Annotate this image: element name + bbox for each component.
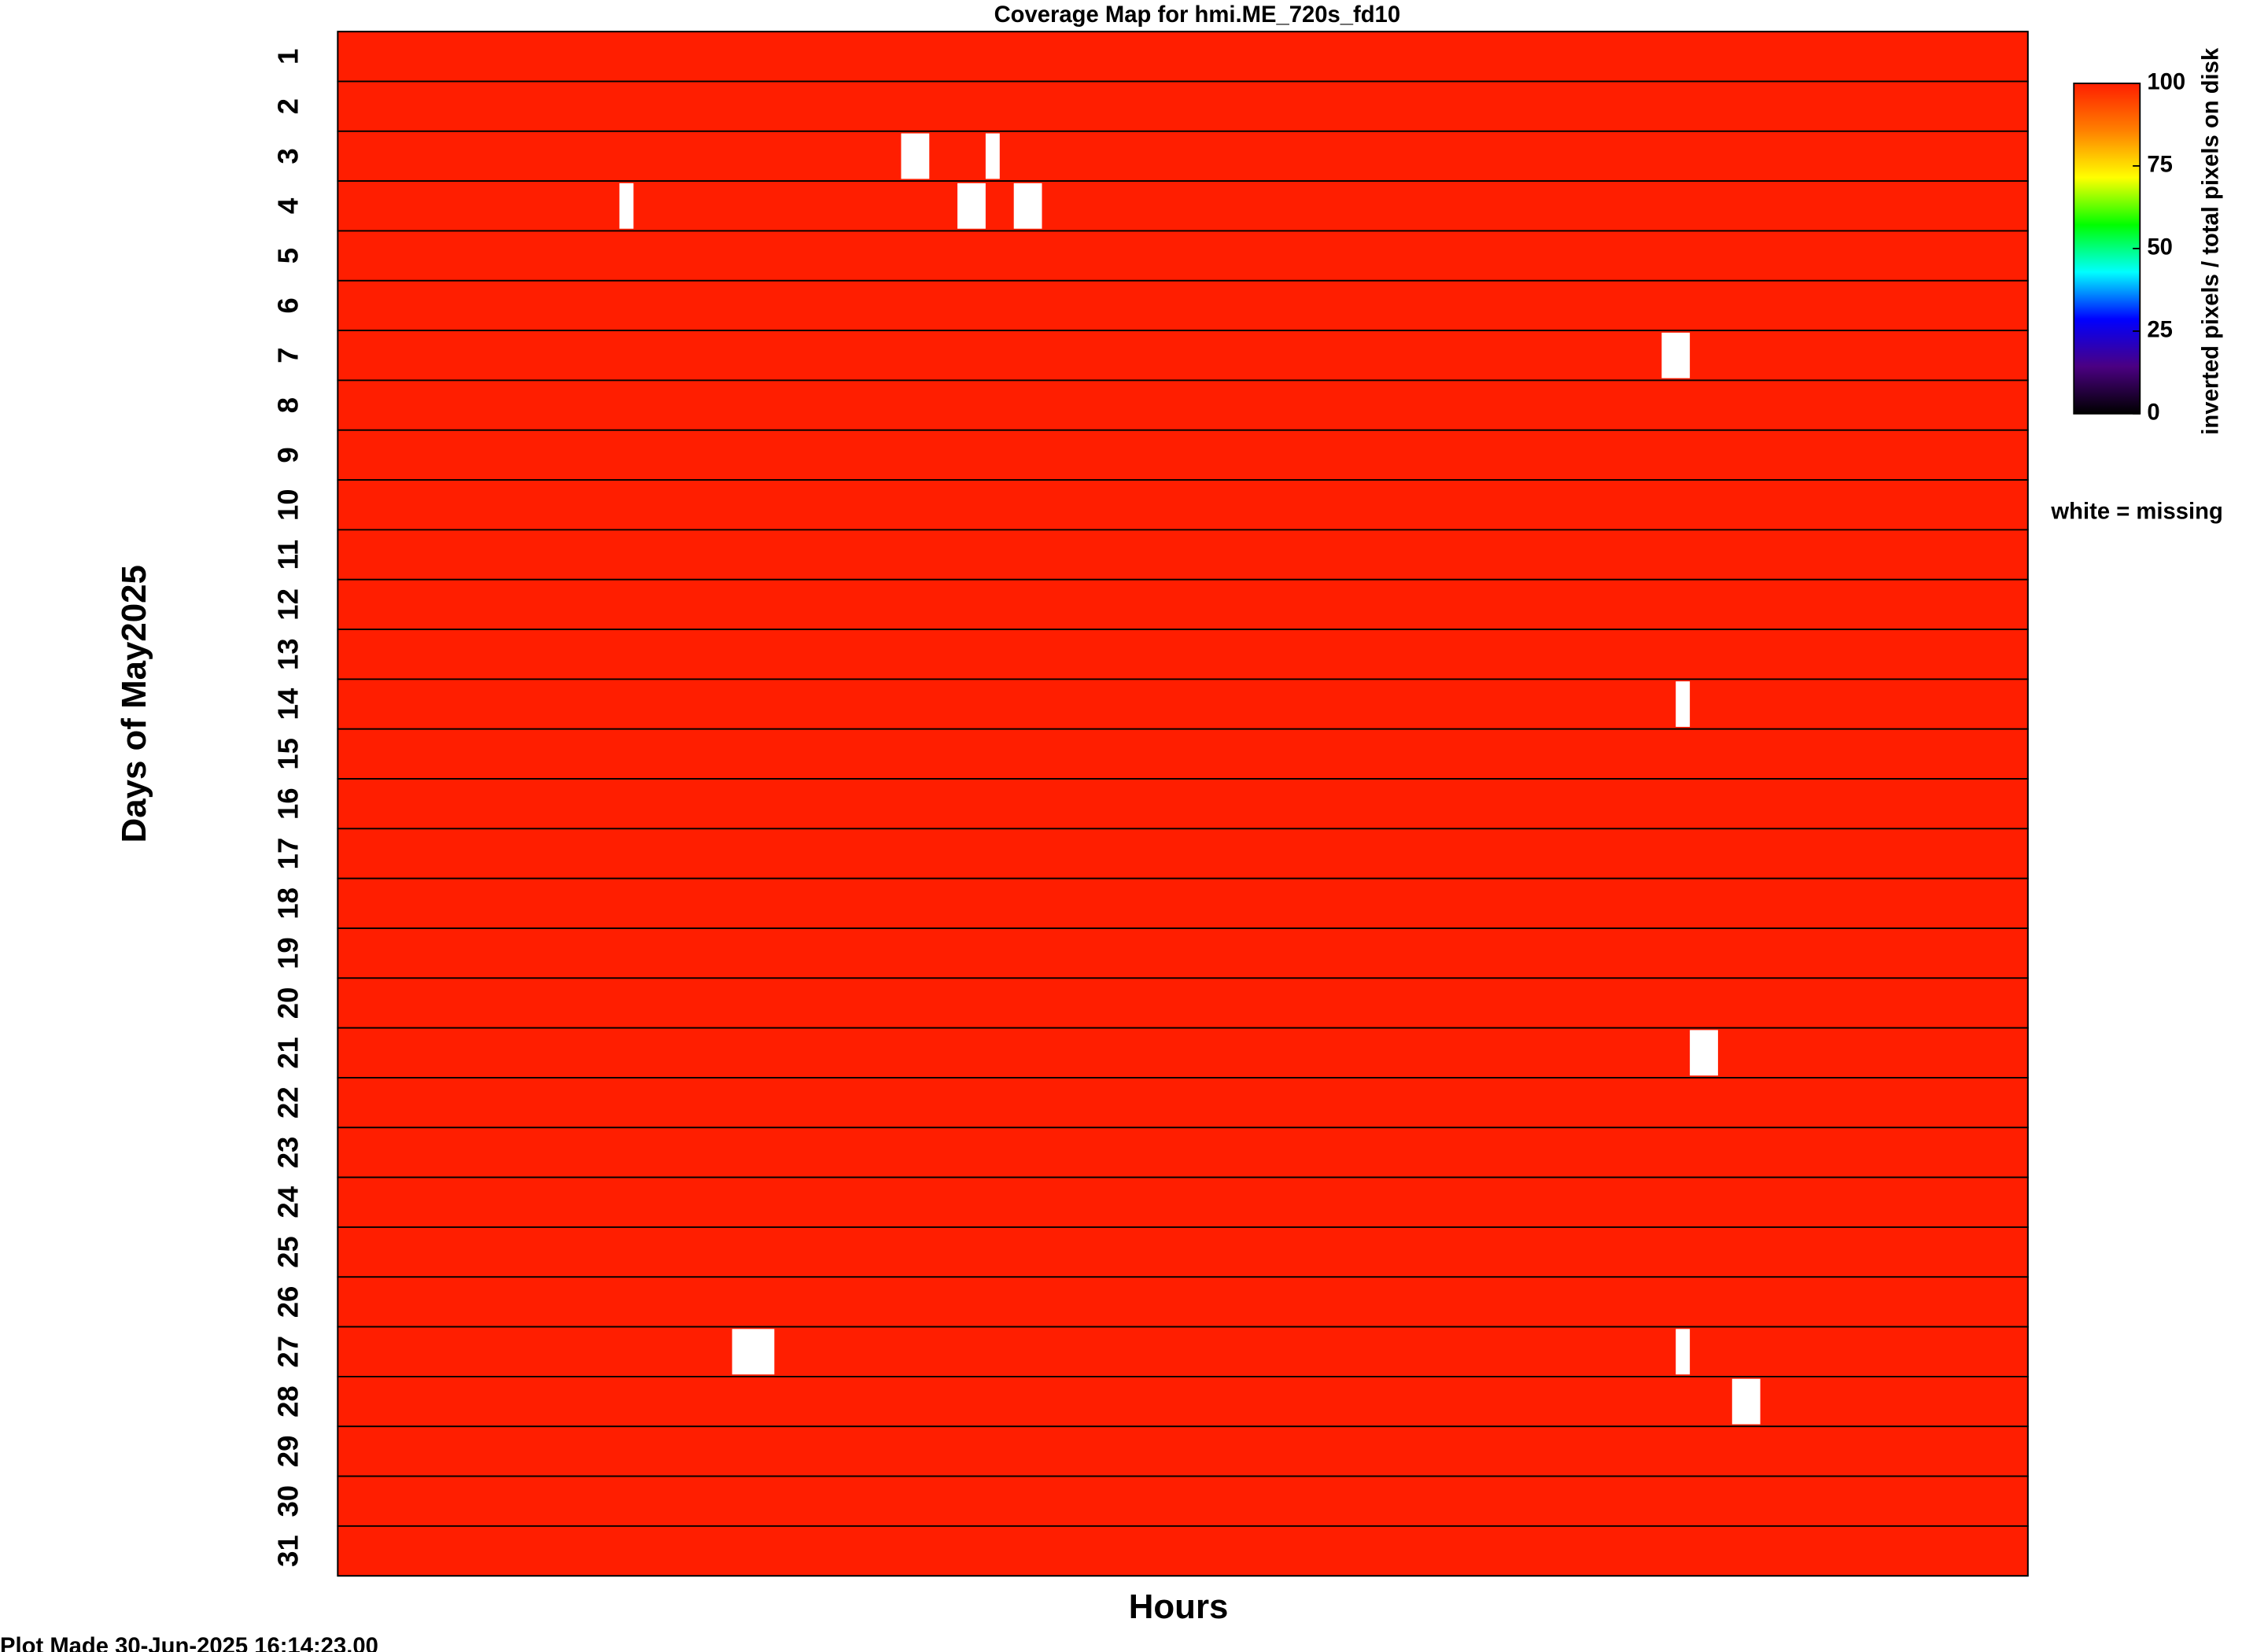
colorbar-tick-label: 25	[2147, 318, 2173, 343]
coverage-row	[337, 1326, 2029, 1377]
coverage-row	[337, 1425, 2029, 1477]
coverage-row	[337, 678, 2029, 730]
coverage-row	[337, 1276, 2029, 1328]
y-tick-label: 18	[272, 887, 304, 920]
colorbar-tick-label: 75	[2147, 153, 2173, 178]
coverage-row	[337, 330, 2029, 382]
y-tick-label: 25	[272, 1236, 304, 1268]
coverage-row	[337, 279, 2029, 332]
coverage-row	[337, 479, 2029, 531]
y-tick-label: 9	[272, 447, 304, 463]
missing-gap	[732, 1329, 775, 1375]
y-tick-label: 6	[272, 297, 304, 313]
colorbar-label: inverted pixels / total pixels on disk	[2198, 47, 2223, 435]
y-tick-label: 24	[272, 1186, 304, 1218]
missing-gap	[1676, 1329, 1691, 1375]
coverage-row	[337, 1027, 2029, 1079]
coverage-row	[337, 578, 2029, 630]
y-tick-label: 8	[272, 397, 304, 413]
coverage-row	[337, 1077, 2029, 1129]
chart-title: Coverage Map for hmi.ME_720s_fd10	[994, 2, 1401, 28]
colorbar	[2073, 83, 2141, 415]
missing-gap	[901, 133, 930, 179]
y-tick-label: 21	[272, 1037, 304, 1069]
coverage-row	[337, 1226, 2029, 1278]
y-tick-label: 12	[272, 588, 304, 621]
y-tick-label: 15	[272, 738, 304, 770]
y-tick-label: 4	[272, 197, 304, 214]
coverage-row	[337, 180, 2029, 232]
footer: Plot Made 30-Jun-2025 16:14:23.00	[0, 1634, 378, 1652]
missing-gap	[1676, 681, 1691, 727]
coverage-row	[337, 529, 2029, 581]
y-tick-label: 20	[272, 987, 304, 1020]
coverage-row	[337, 230, 2029, 282]
y-tick-label: 2	[272, 98, 304, 114]
y-tick-label: 19	[272, 937, 304, 969]
y-tick-label: 30	[272, 1485, 304, 1517]
y-tick-label: 14	[272, 688, 304, 720]
plot-frame	[337, 31, 2029, 1577]
y-tick-label: 1	[272, 49, 304, 65]
y-tick-label: 22	[272, 1086, 304, 1119]
coverage-row	[337, 778, 2029, 830]
y-tick-label: 31	[272, 1535, 304, 1567]
coverage-row	[337, 31, 2029, 83]
y-tick-label: 3	[272, 148, 304, 164]
x-axis-label: Hours	[1129, 1587, 1229, 1626]
y-tick-label: 16	[272, 787, 304, 820]
y-tick-label: 13	[272, 638, 304, 670]
y-tick-label: 7	[272, 348, 304, 363]
coverage-row	[337, 429, 2029, 481]
colorbar-tick-label: 50	[2147, 235, 2173, 260]
missing-gap	[1731, 1378, 1761, 1425]
coverage-row	[337, 927, 2029, 979]
missing-gap	[985, 133, 1000, 179]
y-tick-label: 17	[272, 838, 304, 870]
coverage-row	[337, 1525, 2029, 1577]
missing-gap	[957, 183, 986, 229]
coverage-row	[337, 977, 2029, 1029]
coverage-row	[337, 828, 2029, 879]
coverage-row	[337, 130, 2029, 183]
y-tick-label: 5	[272, 248, 304, 264]
missing-gap	[1661, 332, 1691, 378]
y-tick-label: 28	[272, 1385, 304, 1418]
coverage-row	[337, 877, 2029, 929]
coverage-row	[337, 1127, 2029, 1178]
y-tick-label: 10	[272, 489, 304, 521]
y-tick-label: 23	[272, 1137, 304, 1169]
coverage-row	[337, 1176, 2029, 1228]
coverage-row	[337, 728, 2029, 780]
coverage-row	[337, 629, 2029, 680]
coverage-row	[337, 1376, 2029, 1428]
coverage-row	[337, 1475, 2029, 1527]
colorbar-tick-label: 100	[2147, 70, 2185, 95]
y-tick-label: 27	[272, 1336, 304, 1368]
coverage-row	[337, 80, 2029, 132]
missing-gap	[619, 183, 634, 229]
y-tick-label: 11	[272, 540, 304, 570]
y-tick-label: 29	[272, 1436, 304, 1468]
missing-note: white = missing	[2050, 500, 2222, 525]
y-tick-label: 26	[272, 1286, 304, 1318]
colorbar-tick-label: 0	[2147, 400, 2159, 426]
coverage-row	[337, 379, 2029, 431]
missing-gap	[1690, 1030, 1718, 1076]
y-axis-label: Days of May2025	[115, 565, 153, 843]
missing-gap	[1013, 183, 1042, 229]
